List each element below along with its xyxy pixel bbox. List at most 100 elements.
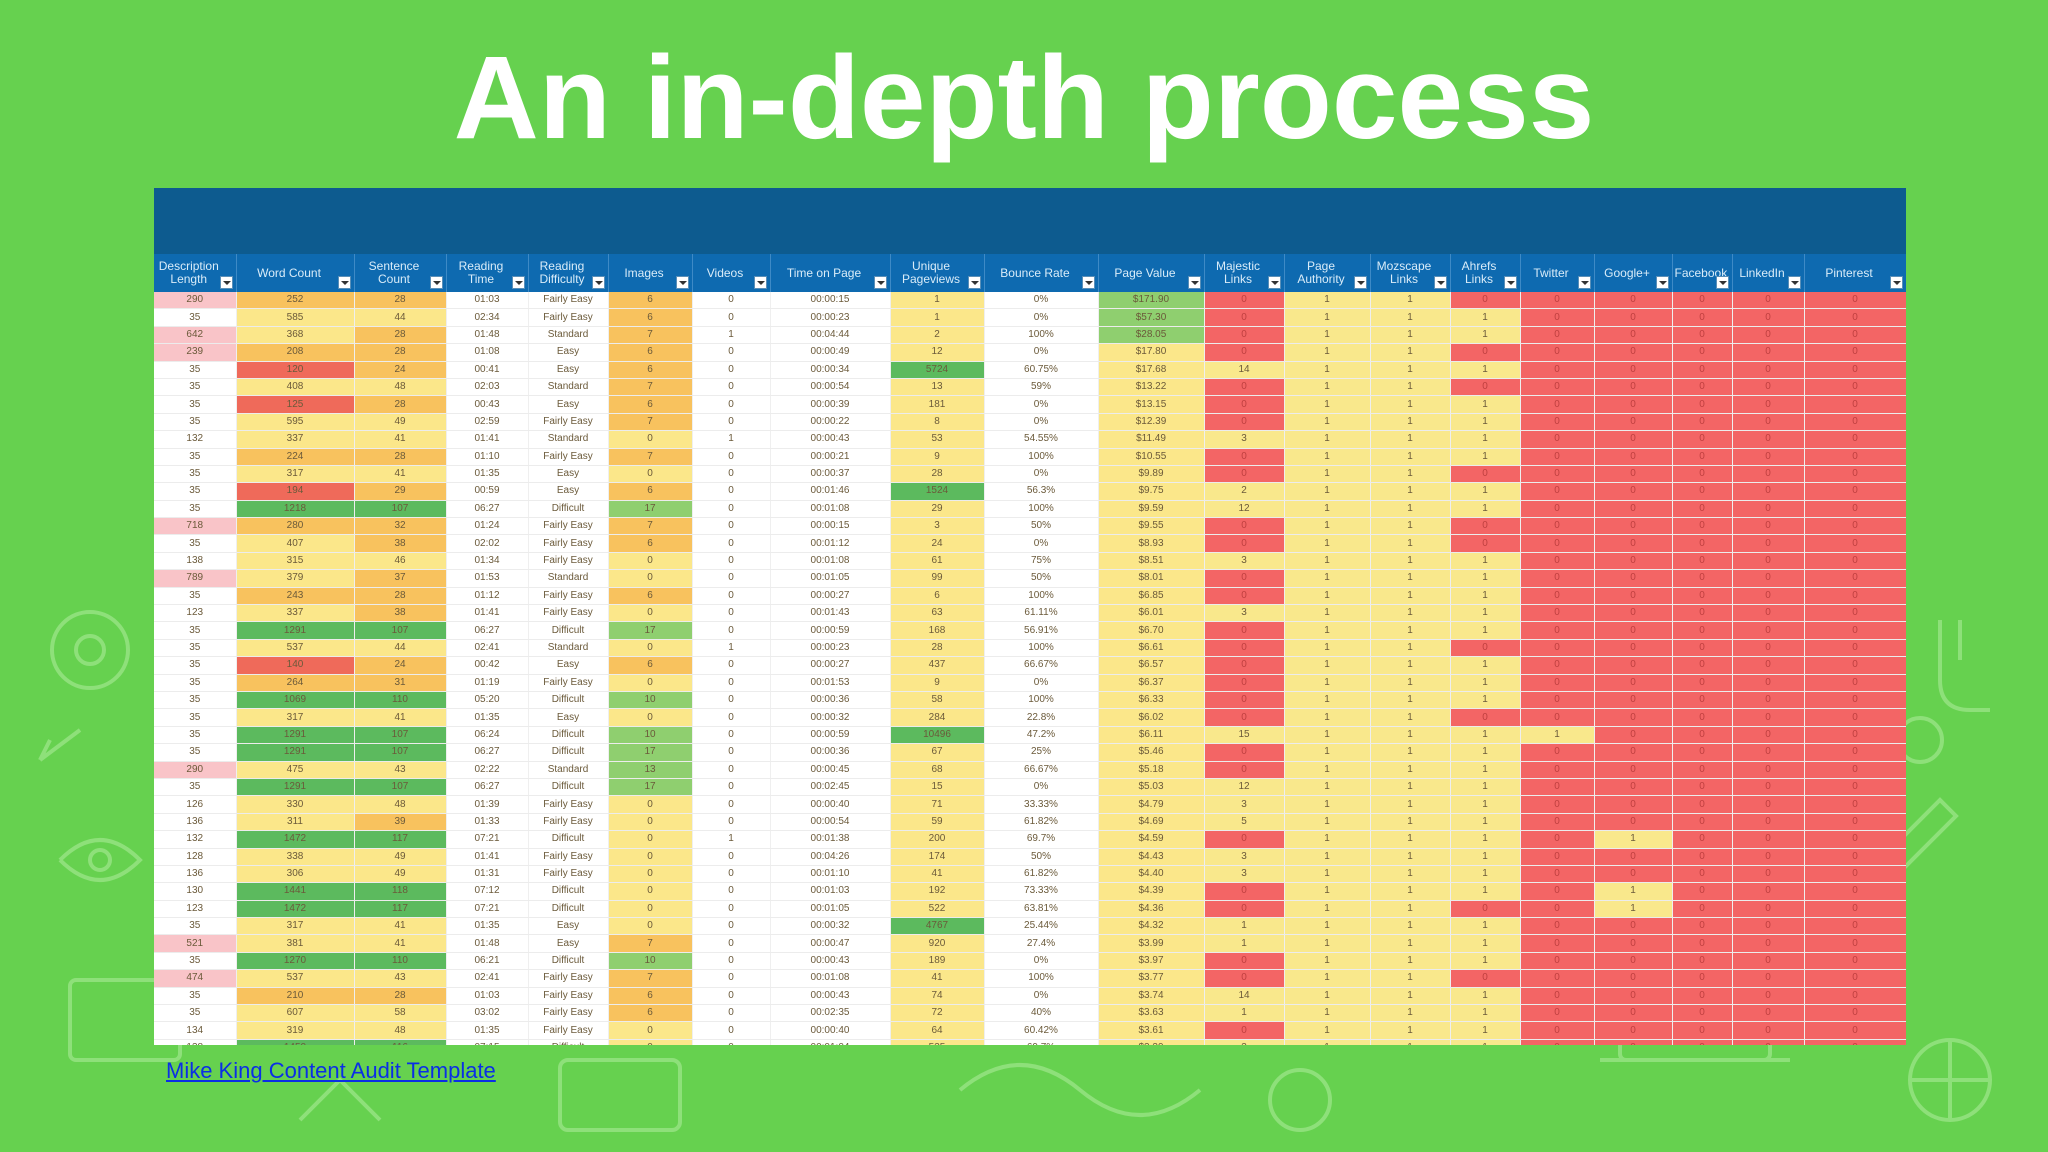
table-cell[interactable]: 14 (1204, 361, 1285, 379)
table-cell[interactable]: 0 (608, 848, 693, 866)
table-cell[interactable]: 0 (1204, 882, 1285, 901)
table-cell[interactable]: 1 (1450, 482, 1521, 501)
table-cell[interactable]: Fairly Easy (528, 308, 609, 327)
table-cell[interactable]: 01:41 (446, 604, 529, 623)
table-cell[interactable]: 00:04:44 (770, 326, 891, 345)
table-cell[interactable]: 6 (890, 587, 985, 606)
table-cell[interactable]: 0 (1732, 534, 1805, 553)
table-cell[interactable]: 61.82% (984, 865, 1099, 884)
table-cell[interactable]: 1 (1370, 830, 1451, 849)
table-cell[interactable]: 0 (1204, 639, 1285, 658)
table-cell[interactable]: 1 (1450, 865, 1521, 884)
table-cell[interactable]: 0 (1804, 361, 1906, 379)
table-cell[interactable]: 0 (1594, 587, 1673, 606)
table-cell[interactable]: 0 (1804, 952, 1906, 971)
table-cell[interactable]: 0 (608, 795, 693, 814)
table-cell[interactable]: 0 (1804, 395, 1906, 414)
table-cell[interactable]: 35 (154, 743, 237, 762)
table-cell[interactable]: 28 (354, 448, 447, 466)
table-cell[interactable]: 0 (1520, 517, 1595, 536)
table-cell[interactable]: 0 (1520, 361, 1595, 379)
table-cell[interactable]: 0 (1732, 413, 1805, 432)
table-cell[interactable]: 0 (692, 552, 771, 571)
table-cell[interactable]: 1 (1370, 448, 1451, 466)
filter-dropdown-icon[interactable] (1353, 276, 1367, 289)
table-cell[interactable]: 126 (154, 795, 237, 814)
table-cell[interactable]: 1 (1450, 500, 1521, 519)
table-cell[interactable]: 61.82% (984, 813, 1099, 832)
table-cell[interactable]: 243 (236, 587, 355, 606)
table-cell[interactable]: 0 (1672, 761, 1733, 779)
table-cell[interactable]: Standard (528, 639, 609, 658)
table-cell[interactable]: 0 (1204, 292, 1285, 310)
table-cell[interactable]: 1 (1370, 430, 1451, 449)
table-cell[interactable]: 0 (1672, 830, 1733, 849)
table-cell[interactable]: 53 (890, 430, 985, 449)
table-cell[interactable]: 06:21 (446, 952, 529, 971)
table-cell[interactable]: 0 (1520, 900, 1595, 919)
table-cell[interactable]: 0 (1732, 795, 1805, 814)
table-cell[interactable]: 0 (1804, 830, 1906, 849)
table-cell[interactable]: 0 (1732, 656, 1805, 675)
table-cell[interactable]: 1 (1370, 917, 1451, 936)
table-cell[interactable]: 100% (984, 500, 1099, 519)
table-cell[interactable]: 1 (1284, 587, 1371, 606)
table-cell[interactable]: 100% (984, 639, 1099, 658)
table-cell[interactable]: 1 (1450, 987, 1521, 1006)
table-cell[interactable]: 1 (1284, 900, 1371, 919)
table-cell[interactable]: 0 (692, 604, 771, 623)
table-cell[interactable]: $5.46 (1098, 743, 1205, 762)
table-cell[interactable]: 0 (1520, 934, 1595, 953)
table-cell[interactable]: 0 (1594, 674, 1673, 692)
table-cell[interactable]: Standard (528, 569, 609, 588)
table-cell[interactable]: 0 (1520, 1039, 1595, 1045)
table-cell[interactable]: 0 (1672, 343, 1733, 362)
table-cell[interactable]: 07:12 (446, 882, 529, 901)
table-cell[interactable]: Easy (528, 343, 609, 362)
table-cell[interactable]: 0 (692, 448, 771, 466)
table-cell[interactable]: 0 (1594, 743, 1673, 762)
table-cell[interactable]: 0 (1204, 691, 1285, 710)
table-cell[interactable]: $4.32 (1098, 917, 1205, 936)
table-cell[interactable]: $8.01 (1098, 569, 1205, 588)
table-cell[interactable]: 0 (1594, 639, 1673, 658)
table-cell[interactable]: 0 (1594, 656, 1673, 675)
table-cell[interactable]: 7 (608, 326, 693, 345)
table-cell[interactable]: 31 (354, 674, 447, 692)
table-cell[interactable]: 0 (1804, 552, 1906, 571)
table-cell[interactable]: 15 (890, 778, 985, 797)
filter-dropdown-icon[interactable] (1715, 276, 1729, 289)
table-cell[interactable]: Standard (528, 326, 609, 345)
table-cell[interactable]: 0 (1672, 517, 1733, 536)
table-cell[interactable]: 0 (1594, 430, 1673, 449)
table-cell[interactable]: 35 (154, 639, 237, 658)
table-cell[interactable]: Fairly Easy (528, 604, 609, 623)
table-cell[interactable]: 0 (1804, 743, 1906, 762)
table-cell[interactable]: 0 (1594, 569, 1673, 588)
table-cell[interactable]: 69.7% (984, 830, 1099, 849)
table-cell[interactable]: $2.39 (1098, 1039, 1205, 1045)
column-header[interactable]: Twitter (1520, 254, 1595, 292)
table-cell[interactable]: 1 (1370, 934, 1451, 953)
table-cell[interactable]: 1 (1284, 952, 1371, 971)
table-cell[interactable]: 0 (692, 726, 771, 745)
table-cell[interactable]: $9.75 (1098, 482, 1205, 501)
table-cell[interactable]: 0 (1732, 813, 1805, 832)
table-cell[interactable]: 0 (1520, 587, 1595, 606)
table-cell[interactable]: 41 (354, 430, 447, 449)
table-cell[interactable]: 136 (154, 865, 237, 884)
table-cell[interactable]: 0 (1204, 587, 1285, 606)
table-cell[interactable]: 6 (608, 292, 693, 310)
table-cell[interactable]: 100% (984, 326, 1099, 345)
table-cell[interactable]: 107 (354, 778, 447, 797)
table-cell[interactable]: 1 (1370, 639, 1451, 658)
table-cell[interactable]: 0 (1672, 813, 1733, 832)
table-cell[interactable]: 1 (1370, 517, 1451, 536)
table-cell[interactable]: 49 (354, 848, 447, 866)
table-cell[interactable]: 1 (1370, 292, 1451, 310)
table-cell[interactable]: 00:00:47 (770, 934, 891, 953)
table-cell[interactable]: 1 (1284, 378, 1371, 397)
table-cell[interactable]: 0 (1594, 1004, 1673, 1023)
table-cell[interactable]: 0 (1594, 934, 1673, 953)
table-cell[interactable]: Difficult (528, 500, 609, 519)
